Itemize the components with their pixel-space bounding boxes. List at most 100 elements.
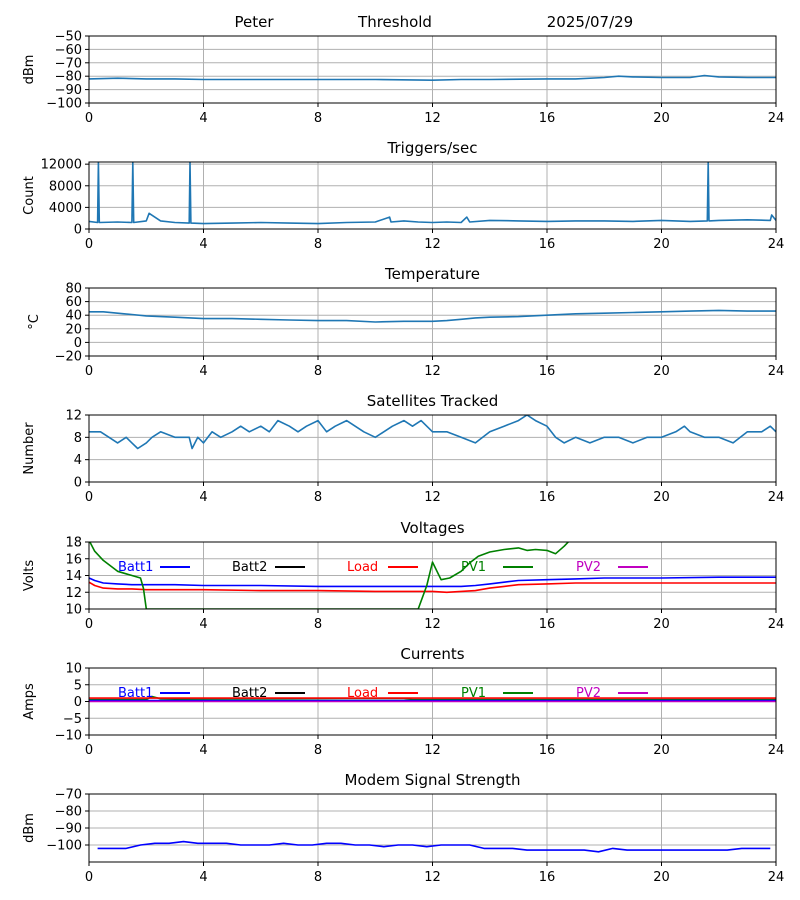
series-line xyxy=(89,309,776,323)
y-axis-label: Number xyxy=(22,422,37,475)
x-tick-label: 12 xyxy=(424,870,441,885)
y-tick-label: 80 xyxy=(65,282,82,297)
x-tick-label: 16 xyxy=(539,111,556,126)
x-tick-label: 20 xyxy=(653,364,670,379)
y-tick-label: −70 xyxy=(55,788,82,803)
x-tick-label: 16 xyxy=(539,237,556,252)
x-tick-label: 12 xyxy=(424,111,441,126)
legend-label-pv1: PV1 xyxy=(461,560,486,575)
y-tick-label: 0 xyxy=(74,476,82,491)
y-axis-label: Amps xyxy=(22,683,37,720)
header-label: Threshold xyxy=(357,13,432,31)
x-tick-label: 16 xyxy=(539,364,556,379)
legend-label-load: Load xyxy=(347,560,378,575)
x-tick-label: 0 xyxy=(85,490,93,505)
chart-title: Currents xyxy=(400,645,464,663)
y-tick-label: 0 xyxy=(74,336,82,351)
x-tick-label: 8 xyxy=(314,617,322,632)
y-tick-label: −60 xyxy=(55,43,82,58)
y-axis-label: dBm xyxy=(22,55,37,85)
y-tick-label: 4 xyxy=(74,453,82,468)
y-tick-label: 5 xyxy=(74,678,82,693)
y-tick-label: 12000 xyxy=(41,158,82,173)
chart-title: Triggers/sec xyxy=(387,139,478,157)
x-tick-label: 20 xyxy=(653,111,670,126)
legend-label-pv2: PV2 xyxy=(576,560,601,575)
y-tick-label: 60 xyxy=(65,295,82,310)
x-tick-label: 0 xyxy=(85,364,93,379)
y-tick-label: −80 xyxy=(55,70,82,85)
y-axis-label: Volts xyxy=(22,560,37,592)
legend-label-pv1: PV1 xyxy=(461,686,486,701)
series-group xyxy=(89,695,776,703)
y-tick-label: −90 xyxy=(55,822,82,837)
series-line-pv1 xyxy=(89,542,570,609)
series-line xyxy=(89,415,776,450)
y-axis-label: °C xyxy=(27,314,42,330)
y-tick-label: 0 xyxy=(74,695,82,710)
x-tick-label: 4 xyxy=(199,237,207,252)
x-tick-label: 12 xyxy=(424,364,441,379)
legend-label-load: Load xyxy=(347,686,378,701)
series-line-batt1 xyxy=(89,576,776,588)
chart-panel-1: 0 4 8 12 16 20 24 0 4000 8000 12000 Triggers/sec Cou… xyxy=(22,139,784,252)
x-tick-label: 20 xyxy=(653,743,670,758)
y-axis-label: dBm xyxy=(22,813,37,843)
chart-panel-3: 0 4 8 12 16 20 24 0 4 8 12 Satellites Tracked Number xyxy=(22,392,784,505)
legend-label-batt1: Batt1 xyxy=(118,686,153,701)
x-tick-label: 20 xyxy=(653,617,670,632)
x-tick-label: 16 xyxy=(539,743,556,758)
y-tick-label: 12 xyxy=(65,409,82,424)
y-tick-label: 20 xyxy=(65,322,82,337)
y-tick-label: 16 xyxy=(65,552,82,567)
x-tick-label: 16 xyxy=(539,617,556,632)
y-tick-label: 12 xyxy=(65,586,82,601)
x-tick-label: 8 xyxy=(314,364,322,379)
x-tick-label: 8 xyxy=(314,743,322,758)
x-tick-label: 12 xyxy=(424,743,441,758)
y-tick-label: −100 xyxy=(46,97,82,112)
y-tick-label: 18 xyxy=(65,536,82,551)
chart-panel-0: 0 4 8 12 16 20 24 −100−90−80−70−60−50 dBm xyxy=(22,30,784,127)
legend-label-batt2: Batt2 xyxy=(232,560,267,575)
y-tick-label: 14 xyxy=(65,569,82,584)
chart-panel-6: 0 4 8 12 16 20 24 −100 −90 −80 −70 Modem Signal Str… xyxy=(22,771,784,885)
x-tick-label: 12 xyxy=(424,490,441,505)
header-name: Peter xyxy=(234,13,274,31)
series-line xyxy=(89,162,776,225)
x-tick-label: 4 xyxy=(199,743,207,758)
chart-panel-5: 0 4 8 12 16 20 24 −10 −5 0 510 Currents Amps Batt1 Bat… xyxy=(22,645,784,758)
y-axis-label: Count xyxy=(22,176,37,215)
chart-title: Modem Signal Strength xyxy=(345,771,521,789)
series-group xyxy=(97,840,771,853)
x-tick-label: 16 xyxy=(539,490,556,505)
x-tick-label: 24 xyxy=(768,870,785,885)
y-tick-label: −10 xyxy=(55,729,82,744)
chart-title: Voltages xyxy=(400,519,464,537)
y-tick-label: −90 xyxy=(55,83,82,98)
x-tick-label: 4 xyxy=(199,490,207,505)
y-tick-label: −50 xyxy=(55,30,82,45)
legend-label-batt2: Batt2 xyxy=(232,686,267,701)
y-tick-label: 40 xyxy=(65,309,82,324)
x-tick-label: 0 xyxy=(85,870,93,885)
x-tick-label: 12 xyxy=(424,237,441,252)
x-tick-label: 24 xyxy=(768,111,785,126)
header-date: 2025/07/29 xyxy=(547,13,633,31)
x-tick-label: 0 xyxy=(85,111,93,126)
x-tick-label: 0 xyxy=(85,617,93,632)
series-line xyxy=(97,840,771,853)
y-tick-label: 10 xyxy=(65,662,82,677)
series-group xyxy=(89,309,776,323)
y-tick-label: −20 xyxy=(55,350,82,365)
x-tick-label: 8 xyxy=(314,111,322,126)
y-tick-label: 10 xyxy=(65,603,82,618)
series-group xyxy=(89,162,776,225)
x-tick-label: 20 xyxy=(653,237,670,252)
x-tick-label: 16 xyxy=(539,870,556,885)
x-tick-label: 24 xyxy=(768,743,785,758)
y-tick-label: 8 xyxy=(74,431,82,446)
x-tick-label: 8 xyxy=(314,490,322,505)
